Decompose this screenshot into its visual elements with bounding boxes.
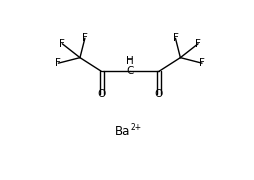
Text: F: F — [55, 58, 61, 68]
Text: F: F — [82, 33, 88, 43]
Text: H: H — [126, 56, 134, 66]
Text: F: F — [59, 39, 65, 49]
Text: O: O — [98, 89, 106, 99]
Text: F: F — [195, 39, 201, 49]
Text: O: O — [155, 89, 163, 99]
Text: F: F — [199, 58, 205, 68]
Text: 2+: 2+ — [130, 123, 141, 132]
Text: −: − — [125, 53, 133, 62]
Text: F: F — [172, 33, 178, 43]
Text: C: C — [126, 66, 134, 76]
Text: Ba: Ba — [115, 125, 130, 138]
